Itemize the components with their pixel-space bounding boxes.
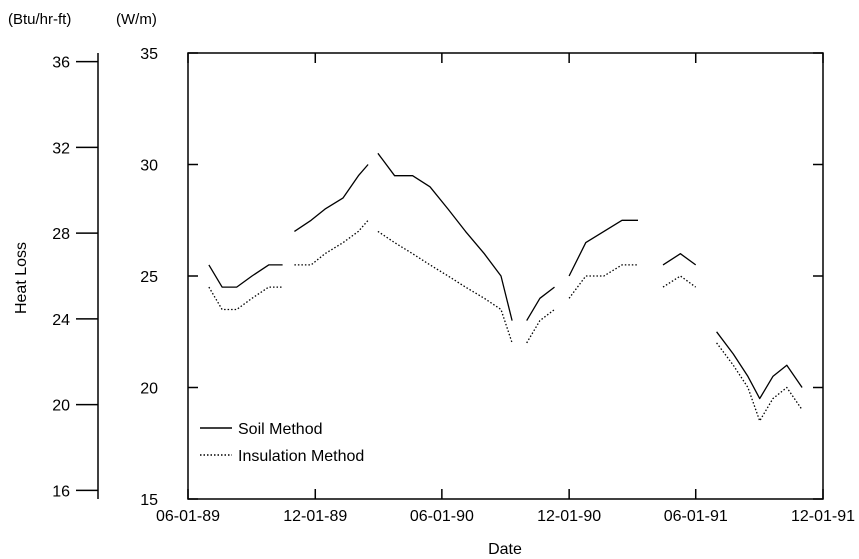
series-insulation-method-segment-1 — [294, 219, 369, 266]
secondary-y-tick-label-4: 32 — [52, 140, 70, 157]
x-tick-label-5: 12-01-91 — [791, 508, 855, 525]
secondary-y-tick-label-1: 20 — [52, 398, 70, 415]
series-soil-method-segment-5 — [662, 253, 697, 266]
secondary-y-unit-label: (Btu/hr-ft) — [8, 11, 71, 28]
legend-label-soil-method: Soil Method — [238, 421, 323, 438]
y-axis-title: Heat Loss — [13, 242, 30, 314]
x-tick-label-4: 06-01-91 — [664, 508, 728, 525]
x-tick-label-3: 12-01-90 — [537, 508, 601, 525]
series-layer — [208, 152, 803, 422]
series-soil-method-segment-1 — [294, 164, 369, 232]
series-insulation-method-segment-3 — [526, 308, 555, 344]
secondary-y-axis: 16 20 24 28 32 36 — [52, 53, 99, 500]
series-insulation-method-segment-4 — [568, 264, 638, 299]
series-insulation-method-segment-2 — [377, 230, 513, 344]
series-soil-method-segment-4 — [568, 219, 638, 277]
x-axis-title: Date — [488, 541, 522, 558]
y-tick-label-4: 35 — [140, 46, 158, 63]
primary-y-unit-label: (W/m) — [116, 11, 157, 28]
secondary-y-tick-label-0: 16 — [52, 483, 70, 500]
secondary-y-tick-label-2: 24 — [52, 312, 70, 329]
series-insulation-method-segment-0 — [208, 286, 283, 311]
x-axis: 06-01-89 12-01-89 06-01-90 12-01-90 06-01-91… — [156, 53, 855, 525]
unit-labels: (Btu/hr-ft) (W/m) — [8, 11, 157, 28]
y-tick-label-3: 30 — [140, 158, 158, 175]
legend: Soil Method Insulation Method — [200, 421, 364, 465]
x-tick-label-1: 12-01-89 — [283, 508, 347, 525]
y-tick-label-2: 25 — [140, 269, 158, 286]
series-soil-method-segment-0 — [208, 264, 283, 288]
y-tick-label-1: 20 — [140, 381, 158, 398]
y-tick-label-0: 15 — [140, 492, 158, 509]
series-insulation-method-segment-5 — [662, 275, 697, 288]
legend-label-insulation-method: Insulation Method — [238, 448, 364, 465]
secondary-y-tick-label-3: 28 — [52, 226, 70, 243]
primary-y-axis: 15 20 25 30 35 — [140, 46, 823, 509]
x-tick-label-0: 06-01-89 — [156, 508, 220, 525]
series-soil-method-segment-3 — [526, 286, 555, 321]
series-insulation-method-segment-6 — [716, 342, 803, 422]
secondary-y-tick-label-5: 36 — [52, 55, 70, 72]
series-soil-method-segment-2 — [377, 152, 513, 321]
x-tick-label-2: 06-01-90 — [410, 508, 474, 525]
series-soil-method-segment-6 — [716, 331, 803, 400]
